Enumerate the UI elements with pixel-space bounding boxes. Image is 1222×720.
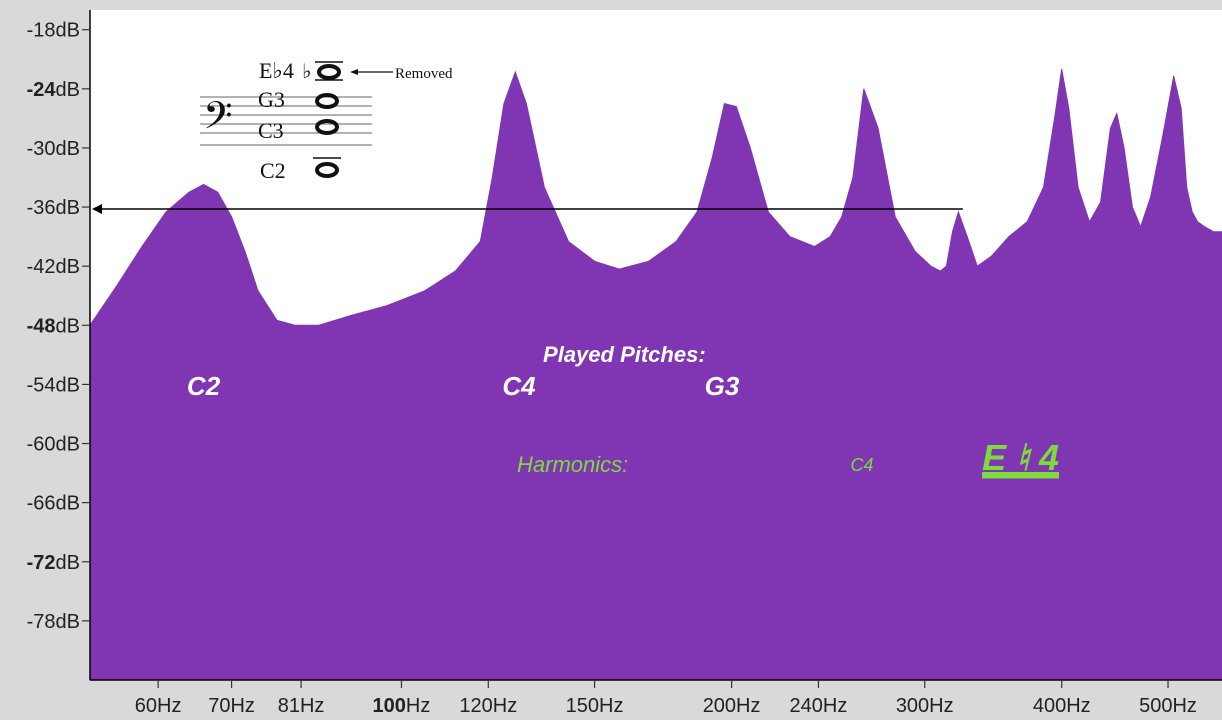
y-tick-label: -42dB [27,256,80,278]
x-tick-label: 100Hz [373,695,431,717]
played-note-label: C4 [502,371,536,401]
played-pitches-title: Played Pitches: [543,342,706,367]
inset-note-eb4: E♭4 [259,58,294,83]
x-tick-label: 500Hz [1139,695,1197,717]
x-tick-label: 240Hz [790,695,848,717]
bass-clef-icon: 𝄢 [203,95,233,146]
inset-note-g3: G3 [258,87,285,112]
note-head-eb4 [315,61,343,81]
x-tick-label: 120Hz [459,695,517,717]
annotation-layer: Played Pitches: C2 C4 G3 Harmonics: C4 E ♮ 4 [92,204,1060,479]
note-head-c2 [313,157,341,178]
y-tick-label: -54dB [27,374,80,396]
note-head-c3 [315,119,339,135]
x-tick-label: 81Hz [278,695,325,717]
spectrum-area-layer [89,69,1222,681]
staff-legend-inset: 𝄢 E♭4 G3 C3 C2 ♭ Removed [200,58,453,183]
y-tick-label: -48dB [27,315,80,337]
played-note-label: C2 [187,371,221,401]
x-tick-label: 400Hz [1033,695,1091,717]
y-tick-label: -72dB [27,552,80,574]
harmonics-title: Harmonics: [517,452,628,477]
removed-arrowhead-icon [350,69,358,75]
y-tick-label: -24dB [27,79,80,101]
note-head-g3 [315,93,339,109]
harmonic-note-label: C4 [851,455,874,475]
played-note-label: G3 [705,371,740,401]
y-tick-label: -60dB [27,434,80,456]
y-tick-label: -18dB [27,20,80,42]
reference-arrowhead-icon [92,204,102,215]
harmonic-note-label: E ♮ 4 [982,437,1059,478]
removed-label: Removed [395,66,453,82]
x-tick-label: 70Hz [208,695,255,717]
y-tick-label: -30dB [27,138,80,160]
x-tick-label: 60Hz [135,695,182,717]
x-tick-label: 150Hz [566,695,624,717]
flat-accidental: ♭ [302,61,311,83]
x-tick-label: 300Hz [896,695,954,717]
y-tick-label: -78dB [27,611,80,633]
axis-layer: -18dB -24dB -30dB -36dB -42dB -48dB -54dB -60dB… [27,10,1222,717]
inset-note-c2: C2 [260,158,286,183]
x-tick-label: 200Hz [703,695,761,717]
y-tick-label: -66dB [27,493,80,515]
y-tick-label: -36dB [27,197,80,219]
spectrum-area [89,69,1222,681]
inset-note-c3: C3 [258,118,284,143]
